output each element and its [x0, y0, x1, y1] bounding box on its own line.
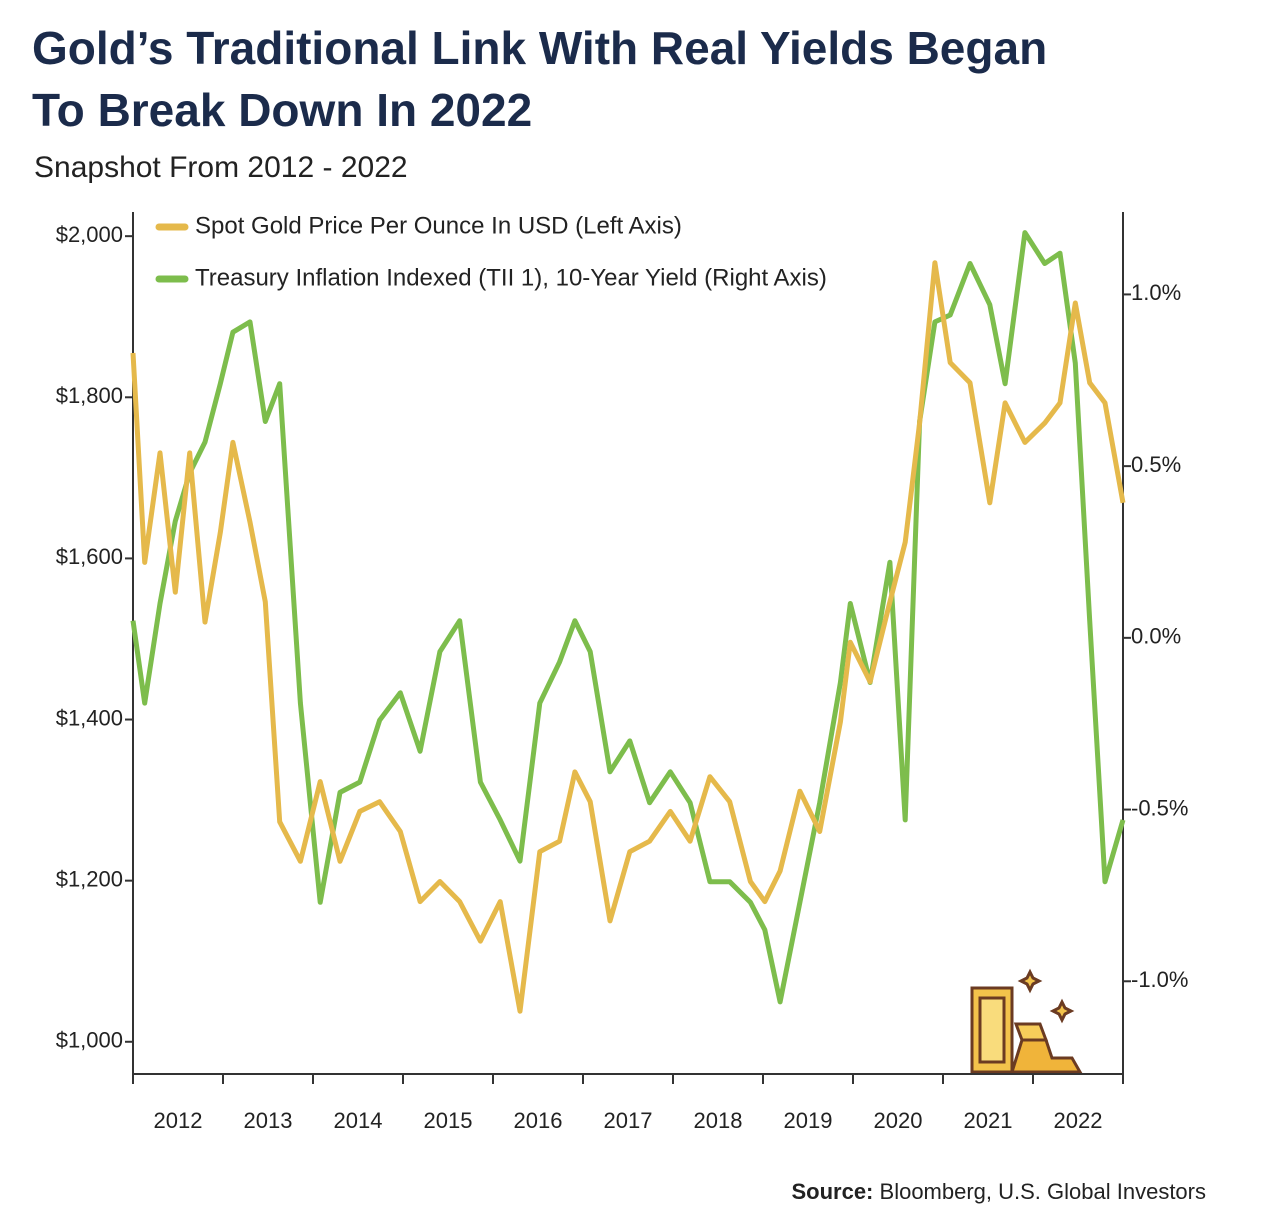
y-tick-label: $1,400 [56, 705, 123, 730]
data-line [130, 230, 1126, 1005]
x-tick-label: 2013 [244, 1108, 293, 1133]
x-tick-label: 2014 [334, 1108, 383, 1133]
chart-title: Gold’s Traditional Link With Real Yields… [32, 22, 1047, 74]
x-tick-label: 2016 [514, 1108, 563, 1133]
y-tick-label: $2,000 [56, 222, 123, 247]
y2-tick-label: 0.0% [1131, 624, 1181, 649]
x-tick-label: 2017 [604, 1108, 653, 1133]
x-tick-label: 2012 [154, 1108, 203, 1133]
x-tick-label: 2022 [1054, 1108, 1103, 1133]
y2-tick-label: 1.0% [1131, 280, 1181, 305]
x-tick-label: 2019 [784, 1108, 833, 1133]
y2-tick-label: 0.5% [1131, 452, 1181, 477]
x-tick-label: 2018 [694, 1108, 743, 1133]
y-tick-label: $1,000 [56, 1028, 123, 1053]
x-tick-label: 2020 [874, 1108, 923, 1133]
y-tick-label: $1,600 [56, 544, 123, 569]
source: Source: Bloomberg, U.S. Global Investors [791, 1179, 1206, 1204]
chart-subtitle: Snapshot From 2012 - 2022 [34, 151, 408, 184]
y-tick-label: $1,800 [56, 383, 123, 408]
chart-title: To Break Down In 2022 [32, 84, 532, 136]
x-tick-label: 2015 [424, 1108, 473, 1133]
gold-icon [970, 968, 1083, 1074]
source-label: Source: [791, 1179, 873, 1204]
x-tick-label: 2021 [964, 1108, 1013, 1133]
legend-label: Spot Gold Price Per Ounce In USD (Left A… [195, 212, 682, 239]
y2-tick-label: -1.0% [1131, 967, 1188, 992]
y2-tick-label: -0.5% [1131, 795, 1188, 820]
source-text: Bloomberg, U.S. Global Investors [880, 1179, 1206, 1204]
y-tick-label: $1,200 [56, 866, 123, 891]
legend-label: Treasury Inflation Indexed (TII 1), 10-Y… [195, 264, 827, 291]
data-line [130, 260, 1126, 1014]
